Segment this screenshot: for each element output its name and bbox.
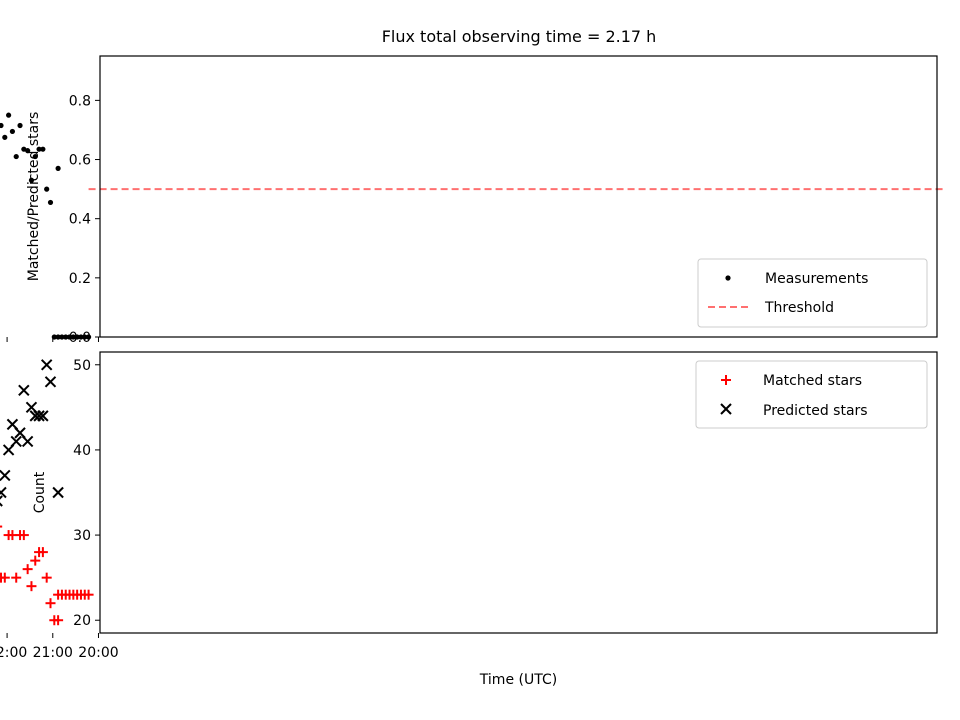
marker-stroke: [0, 469, 11, 482]
marker-stroke: [14, 427, 26, 439]
data-point: [74, 334, 80, 340]
data-point: [0, 122, 4, 129]
data-point: [28, 177, 35, 183]
data-point: [0, 469, 11, 482]
legend-label: Predicted stars: [763, 403, 868, 419]
data-point: [63, 334, 69, 340]
legend: Matched stars Predicted stars: [695, 360, 928, 429]
data-point: [0, 525, 3, 528]
data-point: [49, 615, 60, 626]
legend-label: Matched stars: [763, 373, 862, 389]
data-point: [53, 589, 64, 600]
data-point: [34, 547, 45, 558]
data-point: [6, 112, 12, 118]
marker-stroke: [18, 384, 30, 397]
data-point: [52, 486, 64, 499]
marker-stroke: [2, 444, 15, 456]
data-point: [22, 564, 33, 575]
marker-stroke: [52, 486, 64, 499]
y-tick-label: 0.6: [69, 153, 91, 169]
data-point: [0, 486, 7, 499]
marker-stroke: [25, 401, 38, 414]
data-point: [11, 572, 22, 583]
data-point: [45, 598, 56, 609]
y-tick-label: 20: [73, 613, 91, 629]
data-point: [2, 444, 15, 456]
y-axis-label: Count: [32, 471, 48, 513]
marker-stroke: [29, 410, 41, 422]
y-tick-label: 0.8: [69, 93, 91, 109]
legend-label: Threshold: [764, 300, 834, 316]
y-tick-label: 0.4: [69, 212, 91, 228]
bottom-panel: 2030405020:0021:0022:0023:0000:0001:00Co…: [0, 351, 938, 688]
data-point: [41, 572, 52, 583]
data-point: [0, 495, 3, 507]
data-point: [17, 122, 23, 129]
x-axis-label: Time (UTC): [479, 672, 557, 688]
data-point: [40, 359, 53, 371]
data-point: [3, 530, 14, 541]
series-predicted-stars: [0, 359, 64, 507]
data-point: [26, 581, 37, 592]
axes-frame: [99, 55, 938, 338]
data-point: [70, 334, 76, 340]
data-point: [29, 410, 41, 422]
marker-stroke: [0, 502, 3, 507]
marker-stroke: [40, 359, 53, 371]
marker-stroke: [720, 403, 732, 415]
series-measurements: [0, 112, 92, 340]
data-point: [13, 153, 19, 160]
data-point: [44, 376, 57, 388]
marker-stroke: [21, 435, 34, 448]
marker-stroke: [33, 410, 45, 422]
data-point: [47, 199, 54, 206]
chart-title: Flux total observing time = 2.17 h: [382, 27, 657, 46]
y-tick-label: 30: [73, 528, 91, 544]
data-point: [32, 153, 38, 160]
data-point: [55, 165, 61, 171]
y-tick-label: 0.0: [69, 330, 91, 346]
data-point: [85, 334, 92, 340]
legend-marker-predicted: [720, 403, 732, 415]
x-tick-label: 20:00: [78, 645, 118, 661]
marker-stroke: [0, 486, 7, 495]
data-point: [6, 418, 19, 431]
legend-marker-matched: [721, 375, 731, 385]
data-point: [40, 146, 46, 152]
series-matched-stars: [0, 525, 94, 626]
x-tick-label: 22:00: [0, 645, 27, 661]
marker-stroke: [0, 495, 3, 500]
y-tick-label: 50: [73, 358, 91, 374]
data-point: [9, 128, 16, 135]
data-point: [78, 334, 84, 340]
legend: Measurements Threshold: [697, 258, 928, 328]
y-tick-label: 0.2: [69, 271, 91, 287]
data-point: [2, 134, 8, 140]
legend-box: [695, 360, 928, 429]
legend-label: Measurements: [765, 271, 868, 287]
marker-stroke: [6, 418, 19, 431]
y-tick-label: 40: [73, 443, 91, 459]
data-point: [59, 334, 65, 340]
data-point: [25, 401, 38, 414]
data-point: [44, 186, 50, 192]
data-point: [82, 334, 88, 340]
y-axis-label: Matched/Predicted stars: [26, 112, 42, 282]
data-point: [55, 334, 61, 340]
data-point: [36, 146, 42, 152]
data-point: [0, 572, 6, 583]
data-point: [66, 334, 73, 340]
data-point: [21, 146, 27, 152]
legend-marker-measurements: [725, 275, 731, 281]
legend-box: [697, 258, 928, 328]
data-point: [18, 384, 30, 397]
axes-frame: [99, 351, 938, 634]
marker-stroke: [44, 376, 57, 388]
x-tick-label: 21:00: [33, 645, 73, 661]
data-point: [30, 555, 41, 566]
top-panel: 0.0 0.2 0.4 0.6 0.8 Matched/Predicted stars Me…: [0, 55, 946, 346]
